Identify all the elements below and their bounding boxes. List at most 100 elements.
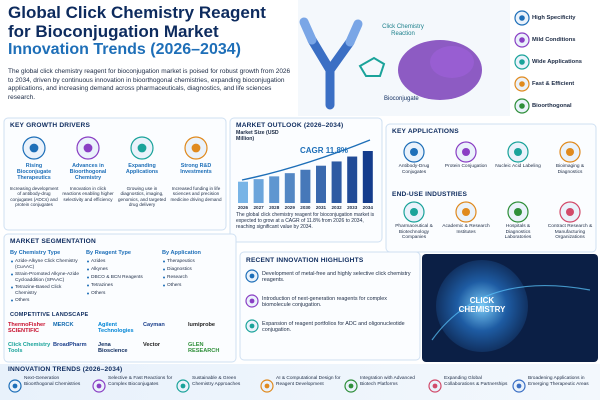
segment-item: Tetrazine-Based Click Chemistry bbox=[15, 285, 62, 296]
bullet bbox=[11, 286, 13, 289]
section-title: MARKET SEGMENTATION bbox=[10, 238, 96, 245]
antibody bbox=[299, 17, 363, 110]
bar bbox=[300, 169, 311, 203]
company-logo: Cayman bbox=[143, 322, 165, 328]
company-logo: BroadPharm bbox=[53, 342, 87, 348]
intro: The global click chemistry reagent for b… bbox=[8, 68, 291, 101]
feature: Wide Applications bbox=[532, 59, 582, 65]
bullet bbox=[11, 299, 13, 302]
bullet bbox=[163, 268, 165, 271]
company-logo: ThermoFisher SCIENTIFIC bbox=[8, 322, 46, 335]
cagr-arrow bbox=[241, 139, 371, 181]
segment-item: DBCO & BCN Reagents bbox=[91, 275, 143, 280]
bullet bbox=[87, 260, 89, 263]
title-line: for Bioconjugation Market bbox=[8, 22, 219, 41]
icon-dot bbox=[519, 81, 525, 87]
segment-item: Alkynes bbox=[91, 267, 108, 272]
icon-dot bbox=[519, 15, 525, 21]
company-logo: Click Chemistry Tools bbox=[8, 342, 51, 355]
section-title: END-USE INDUSTRIES bbox=[392, 191, 468, 198]
section-title: KEY APPLICATIONS bbox=[392, 128, 459, 135]
click-glow bbox=[436, 260, 528, 352]
icon-dot bbox=[348, 383, 354, 389]
icon-dot bbox=[249, 273, 255, 279]
trend: Expanding Global Collaborations & Partne… bbox=[444, 376, 508, 387]
driver-text: Growing use in diagnostics, imaging, gen… bbox=[117, 186, 166, 207]
bullet bbox=[11, 260, 13, 263]
bioconjugate-label: Bioconjugate bbox=[384, 96, 419, 102]
segment-item: Diagnostics bbox=[167, 267, 192, 272]
x-tick-label: 2033 bbox=[347, 205, 358, 210]
item-label: Hospitals & Diagnostics Laboratories bbox=[504, 224, 532, 241]
title-line: Global Click Chemistry Reagent bbox=[8, 3, 266, 22]
segmentation-panel bbox=[3, 233, 237, 363]
item-label: Antibody-Drug Conjugates bbox=[398, 164, 430, 175]
bullet bbox=[87, 284, 89, 287]
icon-dot bbox=[12, 383, 18, 389]
icon-dot bbox=[83, 143, 93, 153]
cagr: CAGR 11.8% bbox=[300, 146, 349, 155]
trend: Selective & Fast Reactions for Complex B… bbox=[108, 376, 173, 387]
bullet bbox=[163, 276, 165, 279]
triazole bbox=[358, 56, 386, 77]
reaction-label: Click Chemistry Reaction bbox=[382, 24, 424, 37]
feature: Bioorthogonal bbox=[532, 103, 572, 109]
bar bbox=[269, 176, 280, 203]
segment-item: Strain-Promoted Alkyne-Azide Cycloadditi… bbox=[15, 272, 79, 283]
company-logo: GLEN RESEARCH bbox=[188, 342, 220, 355]
bullet bbox=[87, 292, 89, 295]
segment-item: Others bbox=[167, 283, 182, 288]
icon-dot bbox=[519, 103, 525, 109]
driver-text: Increasing development of antibody-drug … bbox=[9, 186, 59, 207]
icon-dot bbox=[519, 59, 525, 65]
driver-title: Rising Bioconjugate Therapeutics bbox=[16, 163, 52, 182]
driver-title: Advances in Bioorthogonal Chemistry bbox=[69, 163, 107, 182]
x-tick-label: 2034 bbox=[362, 205, 373, 210]
group-title: By Reagent Type bbox=[86, 250, 131, 256]
company-logo: Agilent Technologies bbox=[98, 322, 134, 335]
highlights-panel bbox=[239, 251, 421, 361]
item-label: Academic & Research Institutes bbox=[442, 224, 490, 235]
icon-dot bbox=[410, 148, 418, 156]
icon-dot bbox=[514, 148, 522, 156]
item-label: Protein Conjugation bbox=[444, 164, 488, 169]
x-tick-label: 2027 bbox=[253, 205, 264, 210]
company-logo: lumiprobe bbox=[188, 322, 216, 328]
x-tick-label: 2026 bbox=[237, 205, 249, 210]
segment-item: Research bbox=[167, 275, 188, 280]
click-arc bbox=[431, 284, 591, 341]
icon-dot bbox=[462, 148, 470, 156]
bar bbox=[284, 173, 295, 203]
highlight: Introduction of next-generation reagents… bbox=[262, 296, 387, 309]
x-tick-label: 2031 bbox=[315, 205, 327, 210]
icon-dot bbox=[432, 383, 438, 389]
feature: Fast & Efficient bbox=[532, 81, 575, 87]
driver-text: Increased funding in life sciences and p… bbox=[170, 186, 222, 202]
section-title: RECENT INNOVATION HIGHLIGHTS bbox=[246, 257, 364, 264]
section-title: KEY GROWTH DRIVERS bbox=[10, 122, 91, 129]
applications-panel bbox=[385, 123, 597, 253]
icon-dot bbox=[516, 383, 522, 389]
trend: Next-Generation Bioorthogonal Chemistrie… bbox=[24, 376, 81, 387]
icon-dot bbox=[180, 383, 186, 389]
icon-dot bbox=[29, 143, 39, 153]
segment-item: Therapeutics bbox=[167, 259, 195, 264]
segment-item: Others bbox=[91, 291, 106, 296]
segment-item: Azide-Alkyne Click Chemistry (CuAAC) bbox=[15, 259, 78, 270]
driver-title: Strong R&D Investments bbox=[180, 163, 212, 176]
item-label: Nucleic Acid Labeling bbox=[495, 164, 541, 169]
group-title: By Application bbox=[162, 250, 201, 256]
item-label: Contract Research & Manufacturing Organi… bbox=[547, 224, 593, 241]
trend: AI & Computational Design for Reagent De… bbox=[276, 376, 341, 387]
title-line: Innovation Trends (2026–2034) bbox=[8, 41, 241, 58]
company-logo: MERCK bbox=[53, 322, 74, 328]
icon-dot bbox=[566, 148, 574, 156]
icon-dot bbox=[249, 323, 255, 329]
icon-dot bbox=[519, 37, 525, 43]
icon-dot bbox=[96, 383, 102, 389]
highlight: Development of metal-free and highly sel… bbox=[262, 271, 411, 284]
group-title: By Chemistry Type bbox=[10, 250, 61, 256]
